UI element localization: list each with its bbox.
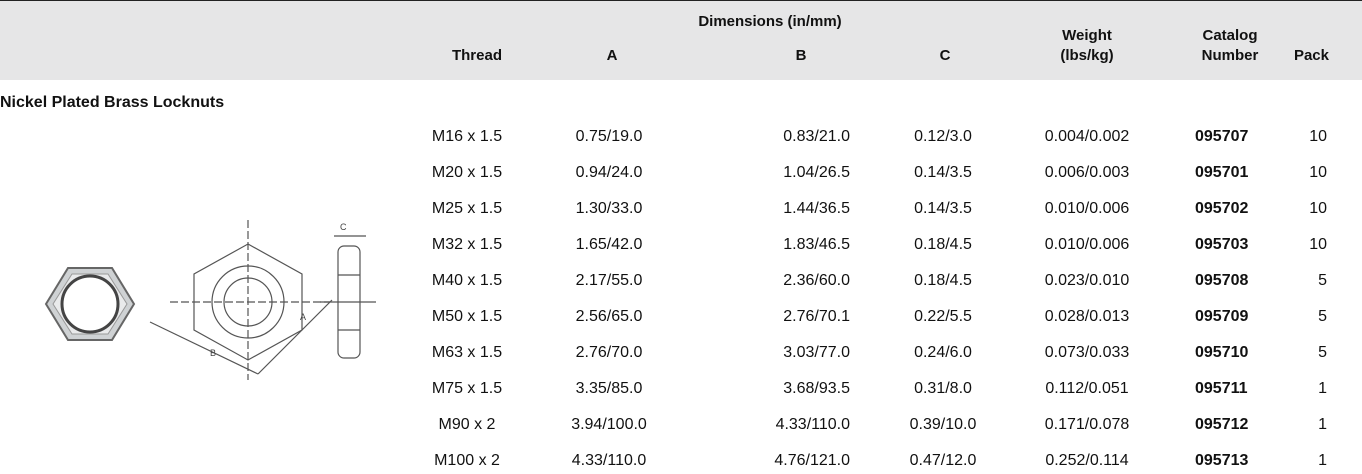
table-cell: 10 [1309, 236, 1327, 253]
table-cell: M32 x 1.5 [431, 236, 503, 253]
table-cell: 3.35/85.0 [575, 380, 643, 397]
table-cell: 1 [1318, 416, 1327, 433]
table-cell: M75 x 1.5 [431, 380, 503, 397]
table-cell: 0.18/4.5 [914, 236, 972, 253]
table-cell: 2.56/65.0 [575, 308, 643, 325]
table-cell: 3.68/93.5 [783, 380, 850, 397]
group-header: Dimensions (in/mm) [698, 13, 842, 30]
table-cell: 0.75/19.0 [575, 128, 643, 145]
table-cell: 0.18/4.5 [914, 272, 972, 289]
table-cell: M100 x 2 [434, 452, 500, 469]
table-cell: 5 [1318, 272, 1327, 289]
nut-photo [44, 267, 136, 341]
table-cell: 1 [1318, 452, 1327, 469]
table-cell: 4.33/110.0 [775, 416, 850, 433]
table-cell: 0.31/8.0 [914, 380, 972, 397]
diagram-label: A [300, 312, 306, 322]
table-cell: 0.112/0.051 [1045, 380, 1129, 397]
catalog-number: 095708 [1195, 272, 1249, 289]
column-header: Catalog [1202, 27, 1258, 44]
table-cell: 0.252/0.114 [1045, 452, 1129, 469]
table-cell: 0.006/0.003 [1044, 164, 1130, 181]
nut-drawing [149, 220, 376, 380]
table-cell: 1.83/46.5 [783, 236, 850, 253]
table-cell: 0.94/24.0 [575, 164, 643, 181]
table-cell: 10 [1309, 200, 1327, 217]
table-cell: M20 x 1.5 [431, 164, 503, 181]
column-header: Weight [1062, 27, 1112, 44]
table-cell: 0.073/0.033 [1044, 344, 1130, 361]
table-cell: 0.14/3.5 [914, 164, 972, 181]
table-cell: 0.24/6.0 [914, 344, 972, 361]
table-cell: 0.171/0.078 [1044, 416, 1130, 433]
column-header: Pack [1293, 47, 1329, 64]
illustrations: B A C [44, 220, 376, 380]
catalog-number: 095710 [1195, 344, 1249, 361]
table-cell: 1.44/36.5 [783, 200, 850, 217]
table-cell: 1.30/33.0 [575, 200, 643, 217]
column-header: B [795, 47, 807, 64]
table-cell: 0.12/3.0 [914, 128, 972, 145]
table-cell: 2.17/55.0 [575, 272, 643, 289]
table-cell: 2.36/60.0 [783, 272, 850, 289]
table-cell: 2.76/70.0 [575, 344, 643, 361]
section-title: Nickel Plated Brass Locknuts [0, 94, 225, 111]
table-cell: 10 [1309, 128, 1327, 145]
diagram-label: B [210, 348, 216, 358]
column-header: Number [1201, 47, 1259, 64]
table-cell: 0.004/0.002 [1044, 128, 1130, 145]
table-cell: M16 x 1.5 [431, 128, 503, 145]
table-cell: M40 x 1.5 [431, 272, 503, 289]
table-cell: 3.94/100.0 [571, 416, 647, 433]
column-header: Thread [451, 47, 502, 64]
table-cell: 10 [1309, 164, 1327, 181]
table-cell: 0.83/21.0 [783, 128, 850, 145]
catalog-number: 095713 [1195, 452, 1249, 469]
table-cell: 5 [1318, 308, 1327, 325]
table-cell: 4.33/110.0 [571, 452, 647, 469]
table-cell: M90 x 2 [438, 416, 496, 433]
table-cell: 0.028/0.013 [1044, 308, 1130, 325]
table-cell: 0.39/10.0 [909, 416, 977, 433]
table-cell: 0.010/0.006 [1044, 200, 1130, 217]
table-cell: 0.22/5.5 [914, 308, 972, 325]
table-cell: 0.023/0.010 [1044, 272, 1130, 289]
table-cell: 2.76/70.1 [783, 308, 850, 325]
header-background [0, 0, 1362, 80]
table-cell: M50 x 1.5 [431, 308, 503, 325]
table-cell: 3.03/77.0 [783, 344, 850, 361]
table-cell: M63 x 1.5 [431, 344, 503, 361]
catalog-number: 095701 [1195, 164, 1249, 181]
table-cell: 0.47/12.0 [909, 452, 977, 469]
table-cell: 0.010/0.006 [1044, 236, 1130, 253]
table-cell: 0.14/3.5 [914, 200, 972, 217]
column-header: A [606, 47, 618, 64]
table-cell: 1 [1318, 380, 1327, 397]
table-cell: 1.04/26.5 [783, 164, 850, 181]
diagram-label: C [340, 222, 347, 232]
table-cell: 1.65/42.0 [575, 236, 643, 253]
catalog-number: 095703 [1195, 236, 1249, 253]
catalog-number: 095712 [1195, 416, 1249, 433]
table-cell: 4.76/121.0 [774, 452, 850, 469]
catalog-number: 095709 [1195, 308, 1249, 325]
catalog-number: 095707 [1195, 128, 1249, 145]
column-header: C [939, 47, 951, 64]
table-cell: 5 [1318, 344, 1327, 361]
table-cell: M25 x 1.5 [431, 200, 503, 217]
column-header: (lbs/kg) [1060, 47, 1114, 64]
catalog-number: 095711 [1195, 380, 1248, 397]
catalog-number: 095702 [1195, 200, 1249, 217]
